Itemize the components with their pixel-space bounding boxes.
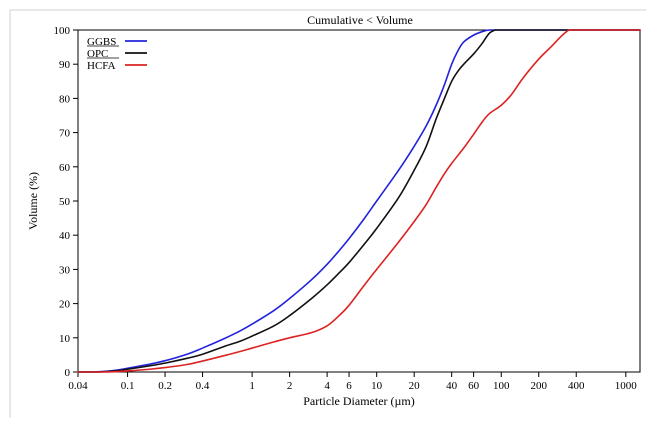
x-tick-label: 1000: [615, 380, 638, 392]
x-axis-title: Particle Diameter (µm): [303, 394, 415, 408]
chart-title: Cumulative < Volume: [307, 13, 413, 27]
y-axis-title: Volume (%): [26, 172, 40, 230]
legend-label-hcfa: HCFA: [87, 60, 116, 72]
x-tick-label: 1: [249, 380, 255, 392]
series-layer: [77, 29, 641, 373]
y-tick-label: 40: [59, 230, 71, 242]
x-tick-label: 6: [346, 380, 352, 392]
x-tick-label: 400: [568, 380, 585, 392]
x-tick-label: 0.4: [196, 380, 210, 392]
y-tick-label: 10: [59, 333, 71, 345]
y-axis: 0 10 20 30 40 50 60 70 80 90 100: [54, 25, 78, 379]
y-tick-label: 50: [59, 196, 71, 208]
y-tick-label: 0: [65, 367, 71, 379]
x-tick-label: 2: [287, 380, 293, 392]
y-tick-label: 70: [59, 128, 71, 140]
series-line-ggbs: [77, 29, 641, 373]
y-tick-label: 60: [59, 162, 71, 174]
x-tick-label: 0.2: [158, 380, 172, 392]
x-tick-label: 60: [468, 380, 480, 392]
y-tick-label: 100: [54, 25, 71, 37]
x-tick-label: 20: [409, 380, 421, 392]
legend-label-opc: OPC: [87, 48, 108, 60]
x-tick-label: 10: [371, 380, 383, 392]
x-tick-label: 4: [324, 380, 330, 392]
x-tick-label: 0.1: [121, 380, 135, 392]
series-line-hcfa: [77, 29, 641, 373]
y-tick-label: 30: [59, 264, 71, 276]
y-tick-label: 90: [59, 59, 71, 71]
x-tick-label: 100: [493, 380, 510, 392]
legend-label-ggbs: GGBS: [87, 36, 116, 48]
series-line-opc: [77, 29, 641, 373]
x-tick-label: 40: [446, 380, 458, 392]
x-tick-label: 0.04: [68, 380, 88, 392]
y-tick-label: 80: [59, 93, 71, 105]
x-tick-label: 200: [530, 380, 547, 392]
x-axis: 0.04 0.1 0.2 0.4 1 2 4 6 10 20 40 60 100 200 400 1000: [68, 372, 637, 392]
y-tick-label: 20: [59, 299, 71, 311]
